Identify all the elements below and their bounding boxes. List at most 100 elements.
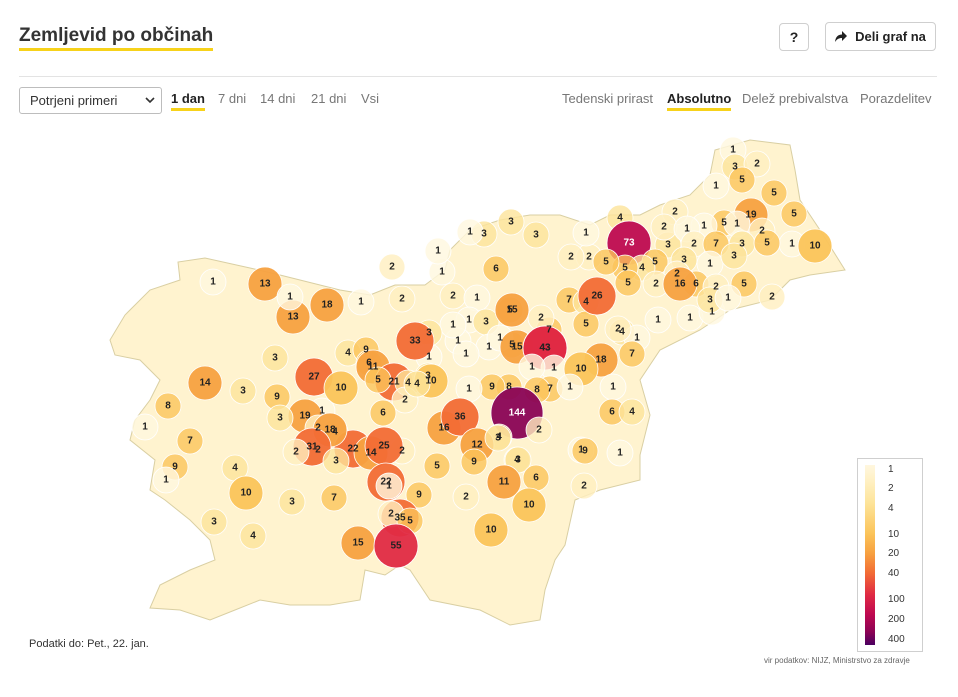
share-button[interactable]: Deli graf na [825,22,936,51]
municipality-region[interactable] [395,321,435,361]
municipality-region[interactable] [618,340,646,368]
help-button[interactable]: ? [779,23,809,51]
municipality-region[interactable] [557,243,585,271]
municipality-region[interactable] [753,229,781,257]
municipality-region[interactable] [261,344,289,372]
tab-14-dni[interactable]: 14 dni [260,91,296,106]
municipality-region[interactable] [494,292,530,328]
municipality-region[interactable] [760,179,788,207]
tab-1-dan[interactable]: 1 dan [171,91,205,111]
municipality-region[interactable] [511,487,547,523]
municipality-region[interactable] [229,377,257,405]
municipality-region[interactable] [570,472,598,500]
municipality-value-label: 1 [287,292,293,303]
municipality-region[interactable] [452,340,480,368]
municipality-region[interactable] [486,464,522,500]
municipality-region[interactable] [440,397,480,437]
municipality-region[interactable] [200,508,228,536]
municipality-region[interactable] [614,269,642,297]
municipality-region[interactable] [228,475,264,511]
municipality-region[interactable] [278,488,306,516]
municipality-region[interactable] [373,523,419,569]
municipality-region[interactable] [266,404,294,432]
municipality-region[interactable] [556,373,584,401]
municipality-value-label: 1 [617,448,623,459]
municipality-region[interactable] [572,219,600,247]
municipality-region[interactable] [322,447,350,475]
municipality-region[interactable] [606,439,634,467]
tab-7-dni[interactable]: 7 dni [218,91,247,106]
municipality-region[interactable] [247,266,283,302]
tab-absolutno[interactable]: Absolutno [667,91,732,111]
municipality-region[interactable] [176,427,204,455]
legend-tick: 40 [888,568,900,579]
municipality-region[interactable] [571,437,599,465]
municipality-value-label: 2 [674,269,680,280]
municipality-region[interactable] [320,484,348,512]
tab-21-dni[interactable]: 21 dni [311,91,347,106]
municipality-region[interactable] [484,424,512,452]
municipality-region[interactable] [644,306,672,334]
metric-select[interactable]: Potrjeni primeri [19,87,162,114]
municipality-region[interactable] [460,448,488,476]
municipality-region[interactable] [154,392,182,420]
municipality-region[interactable] [714,284,742,312]
municipality-region[interactable] [728,166,756,194]
municipality-region[interactable] [276,283,304,311]
municipality-region[interactable] [364,366,392,394]
municipality-region[interactable] [403,370,431,398]
municipality-region[interactable] [618,398,646,426]
municipality-region[interactable] [424,237,452,265]
municipality-region[interactable] [239,522,267,550]
municipality-region[interactable] [592,248,620,276]
municipality-region[interactable] [452,483,480,511]
color-legend: 1 2 4 10 20 40 100 200 400 [857,458,923,652]
municipality-value-label: 8 [534,385,540,396]
municipality-value-label: 2 [568,252,574,263]
municipality-region[interactable] [369,399,397,427]
tab-delez-prebivalstva[interactable]: Delež prebivalstva [742,91,849,106]
municipality-region[interactable] [662,266,698,302]
municipality-region[interactable] [797,228,833,264]
municipality-value-label: 3 [731,251,737,262]
municipality-value-label: 9 [416,490,422,501]
municipality-value-label: 35 [394,513,406,524]
municipality-region[interactable] [309,287,345,323]
tab-porazdelitev[interactable]: Porazdelitev [860,91,932,106]
municipality-region[interactable] [323,370,359,406]
municipality-value-label: 16 [674,279,686,290]
municipality-region[interactable] [604,315,632,343]
municipality-value-label: 19 [745,210,757,221]
municipality-region[interactable] [199,268,227,296]
municipality-value-label: 2 [315,445,321,456]
municipality-region[interactable] [282,438,310,466]
municipality-region[interactable] [375,472,403,500]
tab-tedenski-prirast[interactable]: Tedenski prirast [562,91,654,106]
municipality-region[interactable] [131,413,159,441]
municipality-region[interactable] [347,288,375,316]
municipality-region[interactable] [702,172,730,200]
municipality-region[interactable] [423,452,451,480]
municipality-region[interactable] [482,255,510,283]
municipality-value-label: 2 [536,425,542,436]
municipality-region[interactable] [720,242,748,270]
municipality-region[interactable] [497,208,525,236]
municipality-region[interactable] [378,253,406,281]
municipality-value-label: 9 [471,457,477,468]
municipality-region[interactable] [152,466,180,494]
municipality-region[interactable] [522,221,550,249]
municipality-region[interactable] [473,512,509,548]
municipality-region[interactable] [525,416,553,444]
municipality-region[interactable] [456,218,484,246]
municipality-value-label: 2 [399,446,405,457]
municipality-value-label: 2 [293,447,299,458]
municipality-region[interactable] [577,276,617,316]
municipality-region[interactable] [388,285,416,313]
tab-vsi[interactable]: Vsi [361,91,380,106]
municipality-region[interactable] [758,283,786,311]
municipality-region[interactable] [187,365,223,401]
municipality-region[interactable] [405,481,433,509]
municipality-region[interactable] [780,200,808,228]
legend-tick: 100 [888,594,905,605]
municipality-region[interactable] [439,311,467,339]
